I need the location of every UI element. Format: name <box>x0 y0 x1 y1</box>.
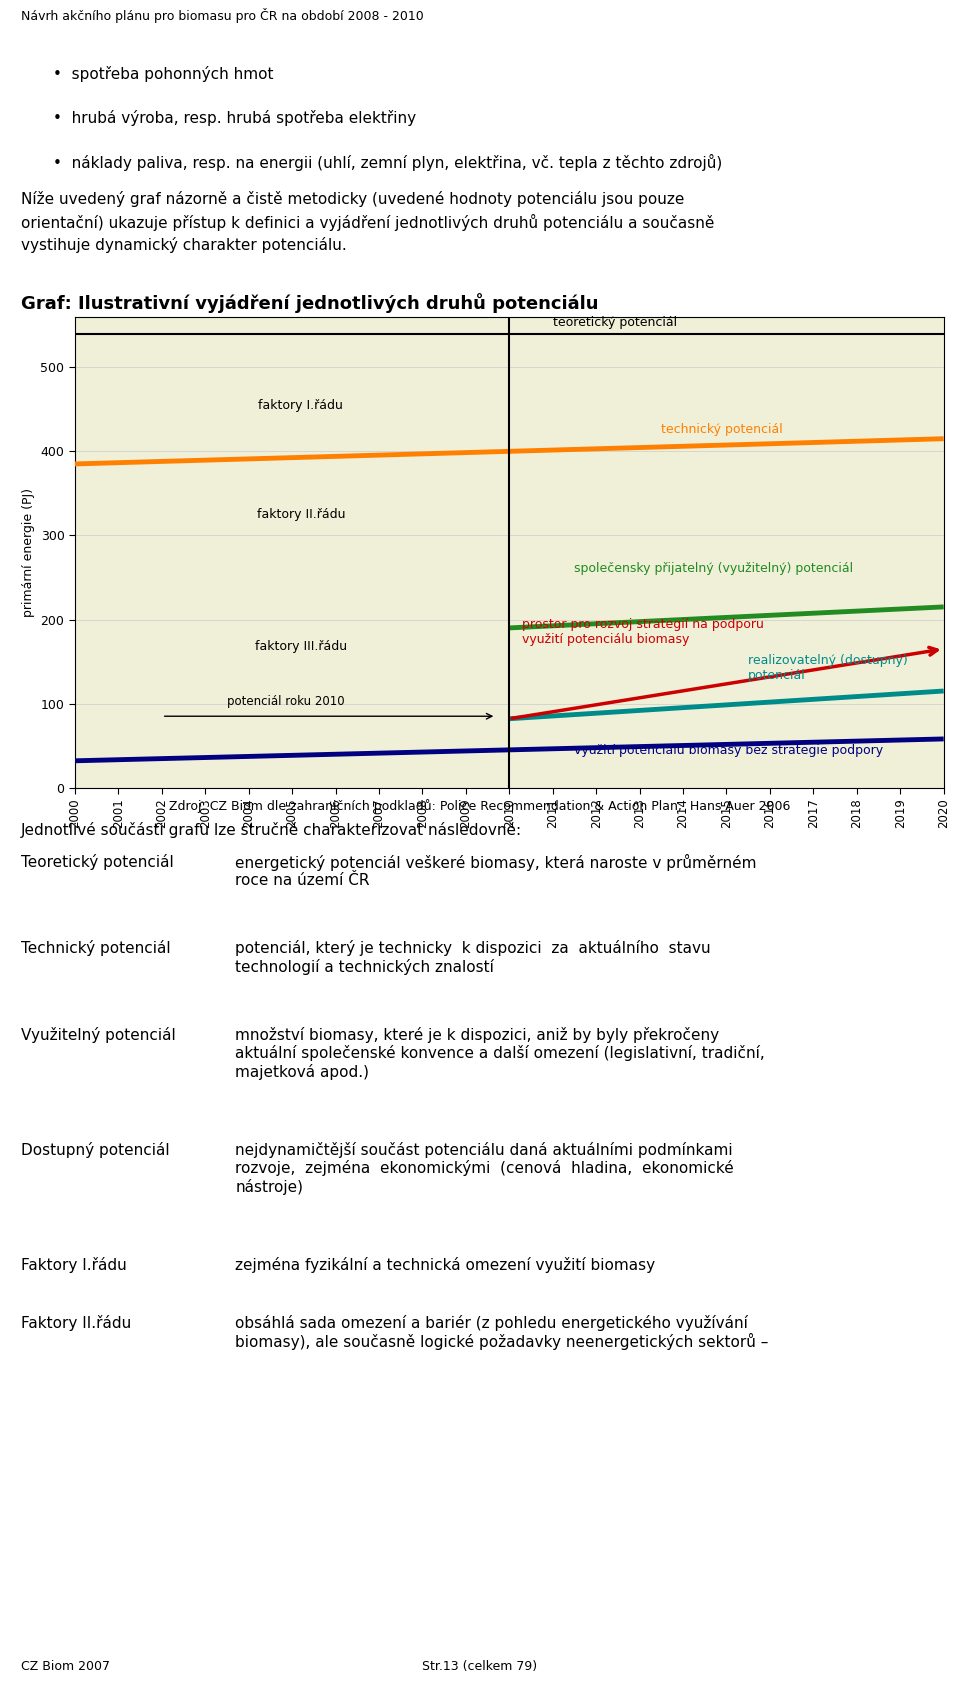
Text: prostor pro rozvoj strategií na podporu
využití potenciálu biomasy: prostor pro rozvoj strategií na podporu … <box>522 618 764 647</box>
Text: •  hrubá výroba, resp. hrubá spotřeba elektřiny: • hrubá výroba, resp. hrubá spotřeba ele… <box>53 110 416 125</box>
Text: technický potenciál: technický potenciál <box>661 424 783 435</box>
Text: teoretický potenciál: teoretický potenciál <box>553 315 677 329</box>
Text: faktory II.řádu: faktory II.řádu <box>256 508 345 520</box>
Text: Faktory II.řádu: Faktory II.řádu <box>21 1315 132 1330</box>
Text: Dostupný potenciál: Dostupný potenciál <box>21 1142 170 1157</box>
Text: nejdynamičtější součást potenciálu daná aktuálními podmínkami
rozvoje,  zejména : nejdynamičtější součást potenciálu daná … <box>235 1142 734 1194</box>
Y-axis label: primární energie (PJ): primární energie (PJ) <box>22 488 35 617</box>
Text: Jednotlivé součásti grafu lze stručně charakterizovat následovně:: Jednotlivé součásti grafu lze stručně ch… <box>21 822 522 837</box>
Text: CZ Biom 2007: CZ Biom 2007 <box>21 1660 110 1674</box>
Text: •  spotřeba pohonných hmot: • spotřeba pohonných hmot <box>53 66 274 81</box>
Text: faktory I.řádu: faktory I.řádu <box>258 398 344 412</box>
Text: Technický potenciál: Technický potenciál <box>21 940 171 955</box>
Text: Níže uvedený graf názorně a čistě metodicky (uvedené hodnoty potenciálu jsou pou: Níže uvedený graf názorně a čistě metodi… <box>21 191 714 252</box>
Text: množství biomasy, které je k dispozici, aniž by byly překročeny
aktuální společe: množství biomasy, které je k dispozici, … <box>235 1027 765 1079</box>
Text: Str.13 (celkem 79): Str.13 (celkem 79) <box>422 1660 538 1674</box>
Text: realizovatelný (dostupný)
potenciál: realizovatelný (dostupný) potenciál <box>748 654 908 681</box>
Text: Faktory I.řádu: Faktory I.řádu <box>21 1257 127 1272</box>
Text: potenciál, který je technicky  k dispozici  za  aktuálního  stavu
technologií a : potenciál, který je technicky k dispozic… <box>235 940 710 974</box>
Text: Využitelný potenciál: Využitelný potenciál <box>21 1027 176 1042</box>
Text: faktory III.řádu: faktory III.řádu <box>254 640 347 652</box>
Text: Návrh akčního plánu pro biomasu pro ČR na období 2008 - 2010: Návrh akčního plánu pro biomasu pro ČR n… <box>21 8 424 24</box>
Text: zejména fyzikální a technická omezení využití biomasy: zejména fyzikální a technická omezení vy… <box>235 1257 656 1272</box>
Text: obsáhlá sada omezení a bariér (z pohledu energetického využívání
biomasy), ale s: obsáhlá sada omezení a bariér (z pohledu… <box>235 1315 769 1350</box>
Text: •  náklady paliva, resp. na energii (uhlí, zemní plyn, elektřina, vč. tepla z tě: • náklady paliva, resp. na energii (uhlí… <box>53 154 722 171</box>
Text: využití potenciálu biomasy bez strategie podpory: využití potenciálu biomasy bez strategie… <box>574 744 883 757</box>
Text: Zdroj: CZ Biom dle zahraničních podkladů: Police Recommendation & Action Plan,  : Zdroj: CZ Biom dle zahraničních podkladů… <box>169 798 791 813</box>
Text: Graf: Ilustrativní vyjádření jednotlivých druhů potenciálu: Graf: Ilustrativní vyjádření jednotlivýc… <box>21 293 599 313</box>
Text: energetický potenciál veškeré biomasy, která naroste v průměrném
roce na území Č: energetický potenciál veškeré biomasy, k… <box>235 854 756 888</box>
Text: společensky přijatelný (využitelný) potenciál: společensky přijatelný (využitelný) pote… <box>574 562 853 574</box>
Text: potenciál roku 2010: potenciál roku 2010 <box>227 696 345 708</box>
Text: Teoretický potenciál: Teoretický potenciál <box>21 854 174 869</box>
